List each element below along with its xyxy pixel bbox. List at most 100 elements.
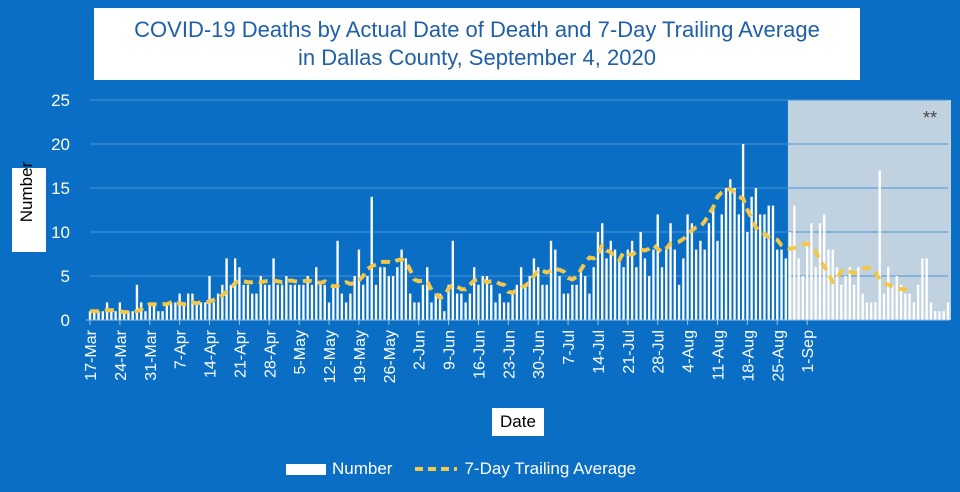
bar-149 [724, 188, 728, 320]
bar-73 [400, 249, 403, 320]
bar-25 [195, 302, 198, 320]
legend-item-average: 7-Day Trailing Average [414, 459, 636, 479]
x-tick-label-2: 31-Mar [143, 329, 160, 380]
bar-194 [916, 284, 920, 320]
bar-3 [101, 311, 104, 320]
bar-80 [430, 302, 433, 320]
bar-75 [408, 293, 412, 320]
x-tick-label-8: 12-May [322, 330, 339, 383]
bar-170 [814, 267, 817, 320]
bar-178 [848, 267, 851, 320]
bar-62 [353, 276, 356, 320]
bar-111 [562, 293, 565, 320]
x-tick-label-9: 19-May [352, 330, 369, 383]
bar-99 [511, 293, 514, 320]
bar-102 [524, 284, 527, 320]
average-line [90, 186, 911, 315]
bar-134 [660, 267, 664, 320]
bar-50 [302, 284, 305, 320]
bar-10 [131, 311, 134, 320]
bar-175 [835, 267, 839, 320]
bar-21 [178, 293, 181, 320]
bar-123 [613, 249, 617, 320]
bar-92 [481, 276, 484, 320]
bar-78 [421, 284, 425, 320]
bar-14 [148, 302, 151, 320]
x-tick-label-3: 7-Apr [173, 329, 190, 369]
bar-93 [485, 276, 489, 320]
bar-28 [208, 276, 211, 320]
bar-100 [515, 284, 519, 320]
bar-164 [788, 232, 792, 320]
bar-143 [699, 240, 702, 320]
bar-140 [686, 214, 689, 320]
legend-average-swatch [415, 467, 458, 471]
bar-47 [289, 284, 292, 320]
bar-91 [477, 284, 480, 320]
bar-192 [908, 293, 911, 320]
bar-132 [652, 249, 655, 320]
bar-101 [519, 267, 523, 320]
bar-20 [174, 302, 177, 320]
legend-item-bars: Number [286, 459, 392, 479]
bar-193 [912, 302, 916, 320]
bar-153 [741, 144, 745, 320]
bar-85 [451, 240, 455, 320]
bar-1 [93, 311, 96, 320]
bar-56 [327, 302, 331, 320]
x-tick-label-21: 11-Aug [710, 330, 727, 380]
bar-8 [122, 311, 126, 320]
bar-84 [447, 284, 450, 320]
bar-162 [780, 249, 783, 320]
bar-15 [152, 302, 156, 320]
bar-105 [537, 267, 540, 320]
bar-71 [391, 276, 395, 320]
x-tick-label-7: 5-May [292, 330, 309, 374]
bar-128 [635, 267, 638, 320]
bar-131 [648, 276, 651, 320]
bar-174 [831, 249, 834, 320]
bar-196 [925, 258, 928, 320]
bar-115 [579, 267, 583, 320]
x-tick-label-18: 21-Jul [621, 330, 638, 374]
bar-96 [498, 293, 501, 320]
x-tick-label-17: 14-Jul [591, 330, 608, 374]
bar-40 [259, 276, 262, 320]
bar-163 [784, 258, 787, 320]
bar-37 [246, 284, 250, 320]
bar-147 [716, 240, 719, 320]
bar-160 [771, 205, 775, 320]
bar-30 [216, 293, 220, 320]
bar-46 [285, 276, 288, 320]
bar-124 [618, 258, 621, 320]
x-tick-label-23: 25-Aug [770, 330, 787, 382]
bar-39 [255, 293, 258, 320]
bar-139 [682, 258, 685, 320]
bar-180 [857, 267, 860, 320]
bar-133 [656, 214, 659, 320]
bar-64 [362, 284, 365, 320]
bar-9 [127, 311, 130, 320]
bar-103 [528, 276, 531, 320]
bar-57 [332, 284, 335, 320]
bar-34 [233, 258, 237, 320]
bar-159 [767, 205, 770, 320]
bar-83 [443, 311, 446, 320]
x-tick-label-11: 2-Jun [412, 330, 429, 370]
bar-119 [596, 232, 600, 320]
y-tick-label-15: 15 [51, 179, 70, 198]
x-tick-label-24: 1-Sep [800, 330, 817, 373]
bar-94 [490, 284, 493, 320]
bar-82 [438, 293, 442, 320]
bar-32 [225, 258, 228, 320]
y-tick-label-0: 0 [61, 311, 70, 330]
bar-152 [737, 214, 741, 320]
bar-137 [673, 249, 676, 320]
bar-6 [114, 311, 117, 320]
bar-165 [793, 205, 796, 320]
x-tick-label-19: 28-Jul [651, 330, 668, 374]
y-axis-label: Number [17, 161, 36, 223]
bar-48 [293, 284, 297, 320]
bar-2 [97, 311, 100, 320]
